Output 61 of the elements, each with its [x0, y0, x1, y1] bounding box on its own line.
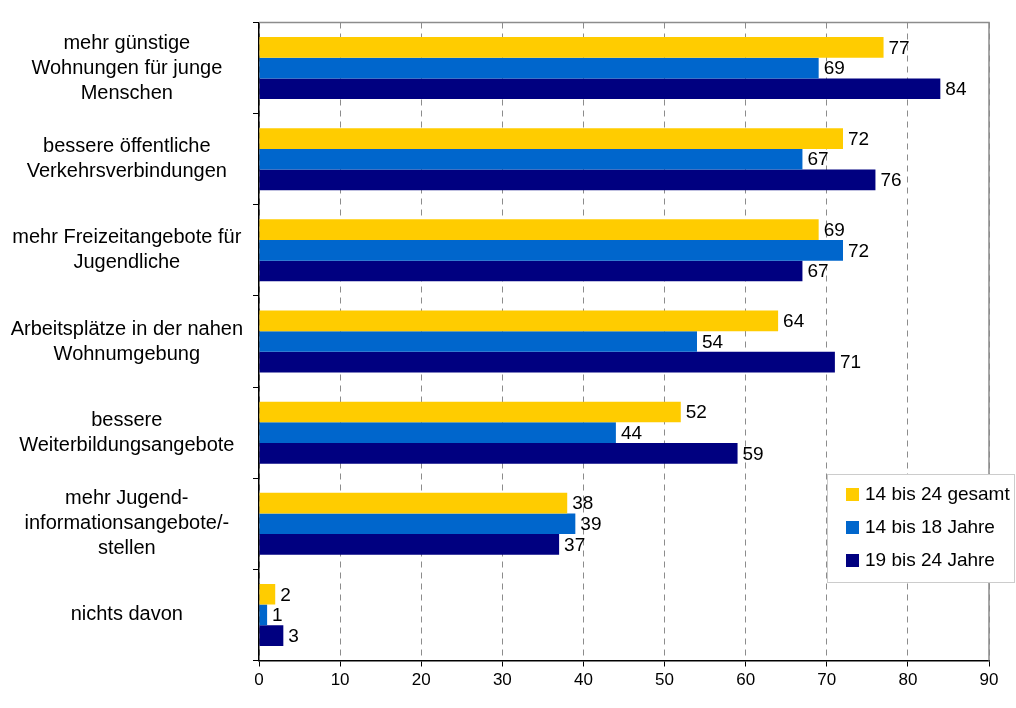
legend-label: 14 bis 18 Jahre [865, 516, 995, 538]
x-tick-label: 50 [655, 670, 675, 690]
bar [259, 57, 819, 79]
bar [259, 260, 803, 282]
data-label: 39 [580, 513, 602, 535]
data-label: 44 [620, 421, 643, 443]
bar [259, 128, 843, 149]
data-label: 71 [839, 351, 862, 373]
x-tick-label: 0 [254, 670, 264, 690]
data-label: 67 [807, 260, 829, 282]
bar [259, 401, 681, 423]
bar [259, 513, 576, 535]
data-label: 59 [742, 442, 764, 464]
bar [259, 219, 819, 241]
x-tick-label: 40 [573, 670, 593, 690]
data-label: 72 [848, 239, 870, 261]
data-label: 38 [572, 492, 594, 514]
bar [259, 422, 616, 443]
data-label: 64 [783, 310, 805, 332]
bar [259, 625, 284, 646]
data-label: 52 [685, 401, 707, 423]
x-tick-label: 20 [411, 670, 431, 690]
data-label: 84 [945, 77, 967, 99]
legend-label: 19 bis 24 Jahre [865, 549, 995, 571]
y-tick-label: mehr günstige Wohnungen für junge Menschen [31, 30, 223, 103]
bar [259, 442, 738, 464]
bar [259, 78, 941, 100]
bar [259, 240, 843, 261]
legend-label: 14 bis 24 gesamt [865, 483, 1010, 505]
bar [259, 583, 276, 605]
bar [259, 169, 876, 191]
x-tick-label: 70 [817, 670, 837, 690]
data-label: 72 [848, 127, 870, 149]
bar [259, 534, 560, 555]
bar [259, 492, 568, 514]
y-tick-label: Arbeitsplätze in der nahen Wohnumgebung [10, 316, 243, 364]
data-label: 3 [288, 624, 299, 646]
data-label: 2 [280, 583, 291, 605]
data-label: 54 [702, 330, 724, 352]
x-tick-label: 60 [736, 670, 756, 690]
x-tick-label: 30 [492, 670, 512, 690]
bar [259, 351, 835, 373]
y-tick-label: mehr Jugend- informationsangebote/- stellen [24, 486, 230, 559]
x-tick-label: 80 [898, 670, 918, 690]
bar [259, 331, 697, 352]
y-tick-label: mehr Freizeitangebote für Jugendliche [12, 225, 242, 273]
data-label: 37 [564, 533, 586, 555]
bar [259, 37, 884, 58]
bar [259, 310, 779, 332]
y-tick-label: bessere Weiterbildungsangebote [19, 407, 235, 455]
x-tick-label: 90 [979, 670, 999, 690]
data-label: 77 [888, 36, 910, 58]
y-tick-label: nichts davon [70, 602, 183, 625]
data-label: 67 [807, 148, 829, 170]
data-label: 1 [272, 604, 283, 626]
data-label: 76 [880, 169, 902, 191]
y-tick-label: bessere öffentliche Verkehrsverbindungen [26, 134, 227, 182]
data-label: 69 [823, 218, 845, 240]
data-label: 69 [823, 57, 845, 79]
bar [259, 148, 803, 170]
x-tick-label: 10 [330, 670, 350, 690]
